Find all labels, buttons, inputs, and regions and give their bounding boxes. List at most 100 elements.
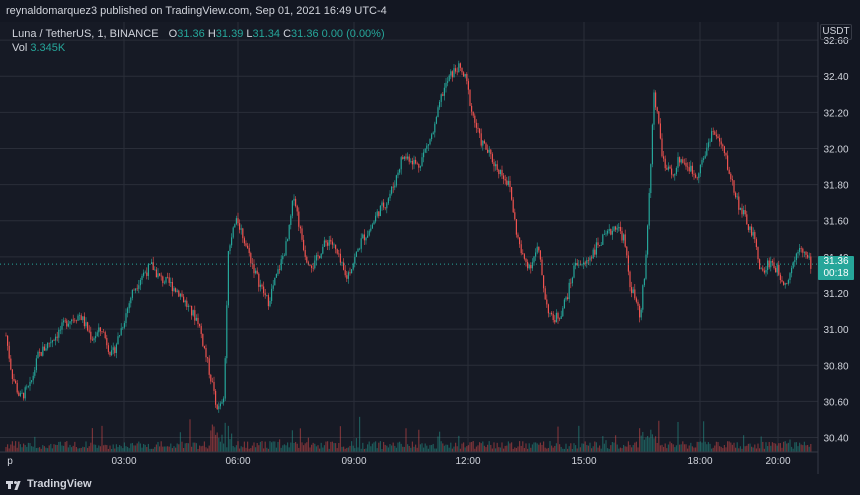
volume-bar bbox=[186, 442, 188, 452]
candle-body bbox=[613, 226, 615, 231]
candle-body bbox=[563, 299, 565, 309]
candle-body bbox=[589, 257, 591, 261]
candle-body bbox=[559, 318, 561, 320]
volume-bar bbox=[442, 443, 444, 452]
volume-bar bbox=[427, 448, 429, 452]
candle-body bbox=[763, 270, 765, 273]
candle-body bbox=[789, 273, 791, 281]
volume-bar bbox=[213, 426, 215, 452]
candle-body bbox=[397, 172, 399, 176]
volume-bar bbox=[349, 445, 351, 452]
candle-body bbox=[349, 272, 351, 274]
volume-bar bbox=[587, 445, 589, 452]
volume-bar bbox=[15, 441, 17, 452]
volume-bar bbox=[498, 447, 500, 452]
candle-body bbox=[595, 242, 597, 255]
volume-bar bbox=[565, 443, 567, 452]
volume-bar bbox=[658, 420, 660, 452]
candle-body bbox=[272, 285, 274, 289]
volume-bar bbox=[624, 446, 626, 452]
candle-body bbox=[202, 333, 204, 346]
volume-bar bbox=[725, 447, 727, 452]
low-key: L bbox=[246, 28, 253, 40]
candle-body bbox=[656, 107, 658, 112]
tradingview-logo[interactable]: TradingView bbox=[6, 474, 92, 495]
candle-body bbox=[43, 346, 45, 351]
volume-bar bbox=[307, 437, 309, 452]
volume-bar bbox=[367, 444, 369, 452]
candle-body bbox=[402, 157, 404, 159]
volume-bar bbox=[520, 445, 522, 452]
volume-bar bbox=[287, 442, 289, 452]
candle-body bbox=[728, 169, 730, 174]
candle-body bbox=[571, 277, 573, 284]
volume-bar bbox=[690, 442, 692, 452]
volume-bar bbox=[755, 448, 757, 452]
candle-body bbox=[687, 166, 689, 168]
candle-body bbox=[330, 239, 332, 242]
volume-bar bbox=[495, 448, 497, 452]
volume-bar bbox=[107, 448, 109, 452]
volume-bar bbox=[618, 448, 620, 452]
candle-body bbox=[408, 156, 410, 162]
volume-bar bbox=[434, 448, 436, 452]
volume-bar bbox=[720, 446, 722, 452]
candle-body bbox=[27, 386, 29, 387]
candle-body bbox=[123, 323, 125, 328]
volume-bar bbox=[600, 448, 602, 452]
volume-bar bbox=[77, 448, 79, 452]
candle-body bbox=[120, 328, 122, 336]
volume-bar bbox=[616, 444, 618, 452]
candle-body bbox=[512, 199, 514, 213]
candle-body bbox=[237, 218, 239, 224]
volume-bar bbox=[402, 446, 404, 452]
candle-body bbox=[723, 146, 725, 154]
candle-body bbox=[539, 250, 541, 260]
volume-bar bbox=[93, 444, 95, 452]
volume-bar bbox=[463, 442, 465, 452]
candle-body bbox=[499, 169, 501, 175]
volume-bar bbox=[570, 443, 572, 452]
candle-body bbox=[215, 390, 217, 405]
candle-body bbox=[107, 345, 109, 352]
candle-body bbox=[648, 193, 650, 226]
candle-body bbox=[335, 244, 337, 250]
volume-bar bbox=[578, 425, 580, 452]
volume-bar bbox=[727, 441, 729, 452]
volume-bar bbox=[415, 444, 417, 452]
candle-body bbox=[805, 251, 807, 255]
candle-body bbox=[136, 288, 138, 290]
candle-body bbox=[367, 235, 369, 238]
chart-area[interactable] bbox=[0, 22, 818, 452]
volume-bar bbox=[136, 443, 138, 452]
candle-body bbox=[226, 305, 228, 359]
volume-bar bbox=[575, 445, 577, 452]
volume-bar bbox=[400, 443, 402, 452]
volume-bar bbox=[104, 444, 106, 452]
volume-bar bbox=[535, 442, 537, 452]
candle-body bbox=[135, 288, 137, 291]
candle-body bbox=[530, 265, 532, 269]
candle-body bbox=[557, 312, 559, 319]
volume-bar bbox=[322, 447, 324, 452]
volume-bar bbox=[703, 421, 705, 452]
candle-body bbox=[355, 251, 357, 257]
volume-bar bbox=[251, 445, 253, 452]
volume-bar bbox=[181, 441, 183, 452]
volume-bar bbox=[487, 444, 489, 452]
volume-bar bbox=[359, 416, 361, 452]
chart-grid bbox=[0, 22, 818, 452]
candle-body bbox=[517, 234, 519, 238]
volume-bar bbox=[290, 442, 292, 452]
candle-body bbox=[170, 281, 172, 283]
volume-bar bbox=[560, 446, 562, 452]
volume-bar bbox=[96, 447, 98, 452]
price-chart[interactable]: 30.4030.6030.8031.0031.2031.4031.6031.80… bbox=[0, 22, 860, 474]
volume-bar bbox=[635, 441, 637, 452]
candle-body bbox=[421, 157, 423, 167]
currency-unit-label[interactable]: USDT bbox=[820, 24, 852, 40]
candle-body bbox=[112, 347, 114, 351]
x-tick-label: 12:00 bbox=[455, 456, 480, 467]
volume-bar bbox=[355, 438, 357, 452]
volume-bar bbox=[371, 443, 373, 452]
